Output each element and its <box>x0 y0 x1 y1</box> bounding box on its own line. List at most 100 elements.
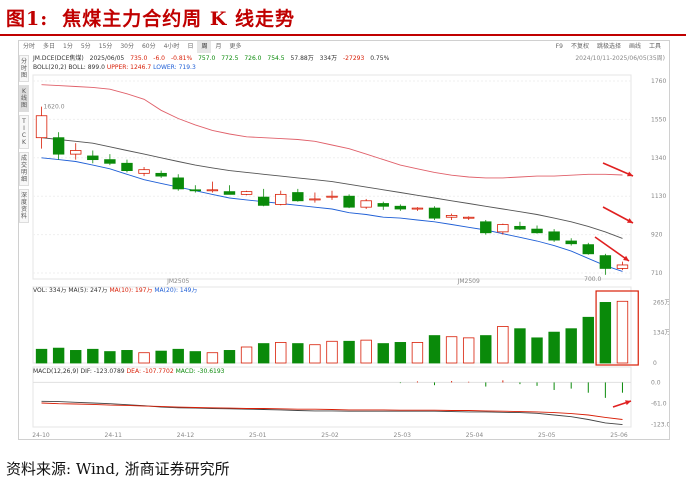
candle-body <box>138 169 150 174</box>
candle-body <box>445 214 458 218</box>
side-tab[interactable]: 分时图 <box>19 55 29 82</box>
boll-legend: BOLL(20,2) BOLL: 899.0 UPPER: 1246.7 LOW… <box>33 64 196 72</box>
macd-tick-label: -61.0 <box>651 400 667 407</box>
macd-arrow-head <box>625 400 631 406</box>
candle-body <box>343 195 355 208</box>
candle-body <box>172 177 184 190</box>
trend-arrow <box>602 162 634 177</box>
toolbar-button[interactable]: 工具 <box>648 43 661 50</box>
volume-bar <box>240 346 253 364</box>
candle-body <box>206 189 219 192</box>
side-tab[interactable]: 深度资料 <box>19 189 29 223</box>
toolbar-button[interactable]: 画线 <box>628 43 641 50</box>
low-price-mark: 700.0 <box>584 276 601 283</box>
volume-bar <box>445 336 458 364</box>
volume-bar <box>292 343 304 364</box>
volume-bar <box>377 343 389 364</box>
candle-body <box>480 221 492 234</box>
contract-label: JM2509 <box>457 278 480 285</box>
x-tick-label: 24-10 <box>32 432 50 439</box>
period-tab[interactable]: 分时 <box>23 43 36 50</box>
candle-body <box>35 115 48 139</box>
side-tab[interactable]: 成交明细 <box>19 152 29 186</box>
figure-title: 图1: 焦煤主力合约周 K 线走势 <box>6 4 295 34</box>
period-tab[interactable]: 月 <box>215 43 222 50</box>
period-tab[interactable]: 1分 <box>63 43 73 50</box>
price-panel-frame <box>32 74 632 280</box>
candle-body <box>462 216 475 219</box>
toolbar-button[interactable]: 不复权 <box>570 43 589 50</box>
volume-bar <box>394 342 407 364</box>
candle-body <box>309 198 321 201</box>
period-tab[interactable]: 15分 <box>98 43 113 50</box>
quote-range: 2024/10/11-2025/06/05(35周) <box>575 55 665 62</box>
candle-body <box>275 193 287 205</box>
vol-value: VOL: 334万 <box>33 287 67 294</box>
x-tick-label: 25-02 <box>321 432 339 439</box>
candle-body <box>121 162 133 171</box>
candle-body <box>531 228 543 234</box>
candle-body <box>497 224 509 233</box>
volume-bar <box>326 340 338 364</box>
quote-volume: 57.88万 <box>290 55 314 62</box>
period-tab[interactable]: 30分 <box>120 43 134 50</box>
candle-body <box>514 225 526 230</box>
kline-chart[interactable]: 1760 1550 1340 1130 920 710 1620.0 700.0 JM2505 J… <box>19 41 669 439</box>
quote-price: 735.0 <box>130 55 148 62</box>
volume-bar <box>599 302 612 364</box>
volume-bar <box>155 350 167 364</box>
boll-lower-value: LOWER: 719.3 <box>153 64 196 71</box>
trend-arrow-head <box>627 218 633 223</box>
highlight-box <box>595 290 639 366</box>
x-tick-label: 25-03 <box>394 432 412 439</box>
quote-close: 754.5 <box>267 55 285 62</box>
trend-arrow-head <box>627 171 633 177</box>
candle-body <box>326 195 338 198</box>
period-tab[interactable]: 5分 <box>80 43 91 50</box>
quote-symbol: JM.DCE(DCE焦煤) <box>33 55 84 62</box>
volume-bar <box>462 337 475 364</box>
figure-number: 图1: <box>6 8 49 30</box>
period-tab[interactable]: 4小时 <box>163 43 180 50</box>
period-tab[interactable]: 周 <box>197 41 212 53</box>
x-tick-label: 25-01 <box>249 432 267 439</box>
toolbar-button[interactable]: 跳极选择 <box>596 43 621 50</box>
price-tick-label: 1760 <box>651 78 666 85</box>
volume-bar <box>257 343 270 364</box>
volume-tick-label: 265万 <box>653 299 669 306</box>
volume-bar <box>138 352 150 364</box>
volume-bar <box>189 351 202 364</box>
volume-bar <box>360 339 372 364</box>
candle-body <box>155 172 167 177</box>
price-tick-label: 1130 <box>651 193 666 200</box>
trend-arrow <box>602 206 634 224</box>
quote-low: 726.0 <box>244 55 262 62</box>
period-tab[interactable]: 日 <box>187 43 194 50</box>
contract-label: JM2505 <box>166 278 189 285</box>
period-tab[interactable]: 更多 <box>229 43 242 50</box>
period-tab[interactable]: 多日 <box>43 43 56 50</box>
boll-upper-value: UPPER: 1246.7 <box>106 64 152 71</box>
volume-bar <box>206 352 219 364</box>
volume-bar <box>275 342 287 364</box>
vol-ma5: MA(5): 247万 <box>68 287 108 294</box>
trend-arrow <box>594 236 630 262</box>
volume-tick-label: 0 <box>653 360 657 367</box>
volume-bar <box>428 335 441 364</box>
high-price-mark: 1620.0 <box>44 104 65 111</box>
volume-bar <box>411 342 424 364</box>
volume-bar <box>343 340 355 364</box>
toolbar-button[interactable]: F9 <box>555 43 563 50</box>
volume-bar <box>582 316 594 364</box>
candle-body <box>616 264 629 269</box>
candle-body <box>428 207 441 219</box>
macd-legend: MACD(12,26,9) DIF: -123.0789 DEA: -107.7… <box>33 368 224 376</box>
macd-label: MACD(12,26,9) <box>33 368 79 375</box>
chart-window: 分时 多日 1分 5分 15分 30分 60分 4小时日周月更多 F9 不复权 跳极选择 画线 工具 分… <box>18 40 670 440</box>
candle-body <box>548 231 560 241</box>
price-tick-label: 1340 <box>651 155 666 162</box>
volume-bar <box>87 348 99 364</box>
period-tab[interactable]: 60分 <box>141 43 156 50</box>
